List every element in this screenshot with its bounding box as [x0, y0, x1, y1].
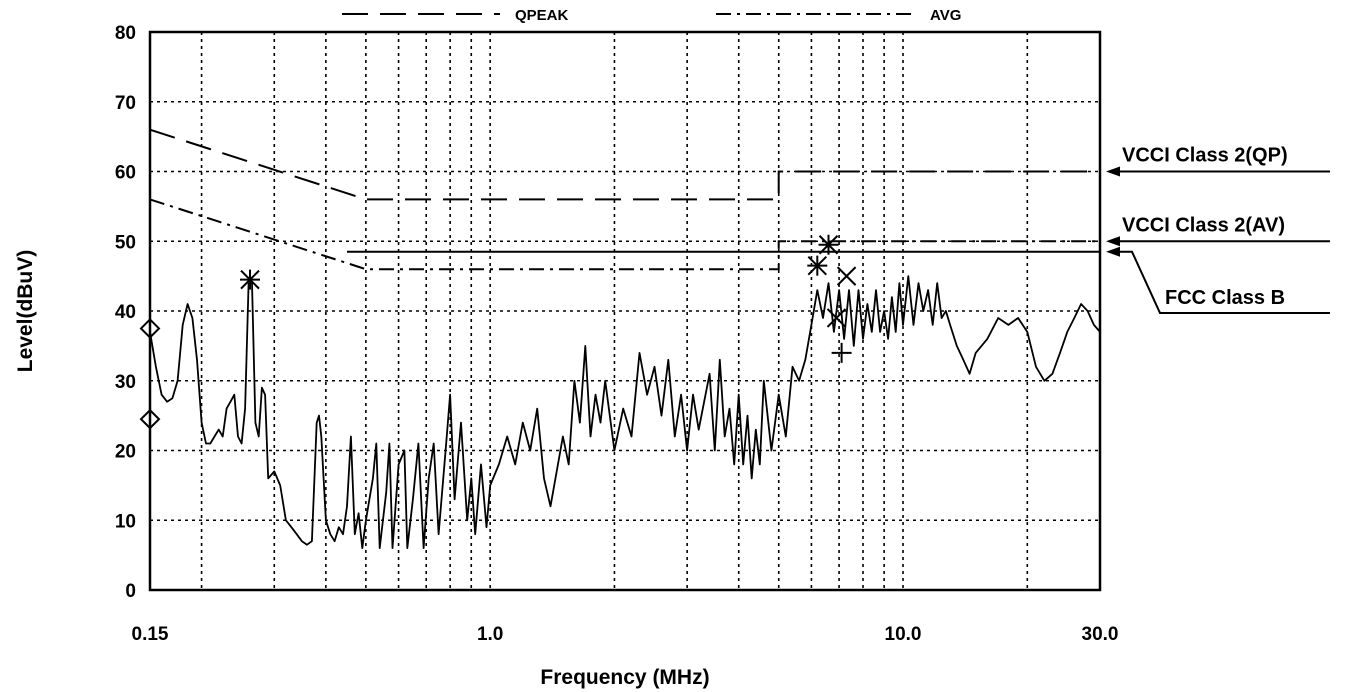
x-tick-label: 30.0	[1082, 624, 1119, 645]
limit-line	[149, 198, 1100, 271]
callout-leader	[1116, 250, 1330, 314]
limit-line	[149, 128, 1100, 201]
y-axis-label: Level(dBuV)	[14, 250, 37, 373]
data-point	[826, 308, 847, 328]
series-line	[149, 275, 1101, 549]
limit-callout: VCCI Class 2(QP)	[1106, 145, 1330, 177]
x-tick-label: 1.0	[477, 624, 503, 645]
limit-callout: FCC Class B	[1106, 246, 1330, 314]
data-point	[239, 269, 260, 290]
y-tick-label: 40	[115, 302, 136, 323]
limit-callout: VCCI Class 2(AV)	[1106, 214, 1330, 247]
data-point	[807, 255, 828, 276]
callout-label: FCC Class B	[1165, 287, 1285, 309]
callout-arrowhead	[1106, 166, 1120, 177]
y-tick-label: 60	[115, 163, 136, 184]
limit-lines-layer	[149, 128, 1100, 271]
legend-label: AVG	[930, 7, 961, 24]
legend-label: QPEAK	[515, 7, 569, 24]
callout-label: VCCI Class 2(AV)	[1122, 214, 1285, 236]
limit-callouts: VCCI Class 2(QP) VCCI Class 2(AV) FCC Clas…	[1106, 145, 1330, 314]
callout-label: VCCI Class 2(QP)	[1122, 145, 1288, 167]
plot-frame	[148, 30, 1102, 592]
y-tick-label: 80	[115, 23, 136, 44]
x-axis-label: Frequency (MHz)	[540, 666, 709, 689]
y-tick-labels: 0 10 20 30 40 50 60 70 80	[115, 23, 136, 602]
series-layer	[149, 275, 1101, 549]
y-tick-label: 0	[125, 581, 136, 602]
y-tick-label: 70	[115, 93, 136, 114]
data-point	[836, 266, 857, 286]
y-tick-label: 10	[115, 511, 136, 532]
callout-arrowhead	[1106, 246, 1120, 257]
callout-arrowhead	[1106, 236, 1120, 247]
y-tick-label: 30	[115, 372, 136, 393]
data-point	[831, 342, 852, 363]
data-point	[818, 234, 839, 255]
x-tick-label: 10.0	[885, 624, 922, 645]
y-tick-label: 20	[115, 442, 136, 463]
y-tick-label: 50	[115, 232, 136, 253]
x-tick-label: 0.15	[132, 624, 169, 645]
legend: QPEAK AVG	[342, 7, 961, 24]
x-tick-labels: 0.15 1.0 10.0 30.0	[132, 624, 1119, 645]
grid-layer	[150, 32, 1100, 590]
markers-layer	[139, 234, 857, 430]
